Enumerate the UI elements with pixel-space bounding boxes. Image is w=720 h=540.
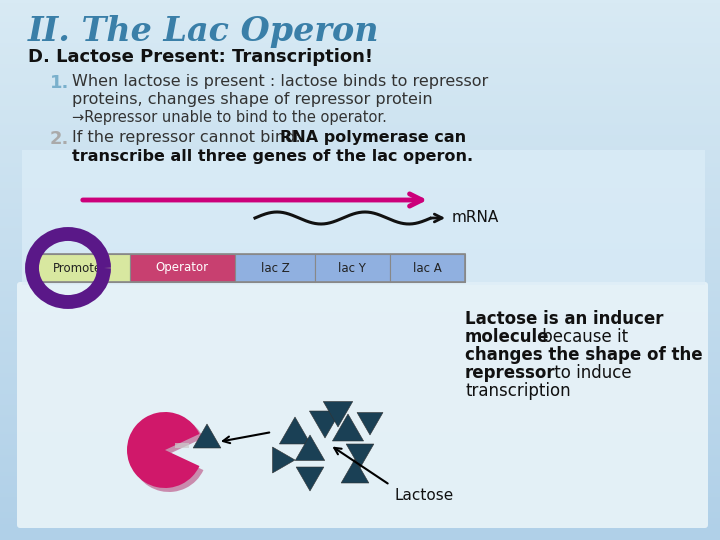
- Bar: [30, 254, 465, 282]
- Polygon shape: [341, 459, 369, 483]
- Text: D. Lactose Present: Transcription!: D. Lactose Present: Transcription!: [28, 48, 373, 66]
- Bar: [235, 254, 315, 282]
- Text: 1.: 1.: [50, 74, 69, 92]
- Bar: [175, 443, 189, 448]
- Text: lac Z: lac Z: [261, 261, 289, 274]
- Bar: [22, 150, 705, 285]
- Text: Lactose is an inducer: Lactose is an inducer: [465, 310, 664, 328]
- FancyBboxPatch shape: [17, 282, 708, 528]
- Polygon shape: [310, 411, 341, 438]
- Text: →Repressor unable to bind to the operator.: →Repressor unable to bind to the operato…: [72, 110, 387, 125]
- Text: If the repressor cannot bind:: If the repressor cannot bind:: [72, 130, 306, 145]
- Text: proteins, changes shape of repressor protein: proteins, changes shape of repressor pro…: [72, 92, 433, 107]
- Polygon shape: [357, 413, 383, 435]
- Text: mRNA: mRNA: [452, 211, 499, 226]
- Text: lac Y: lac Y: [338, 261, 366, 274]
- Text: RNA polymerase can: RNA polymerase can: [280, 130, 466, 145]
- Text: because it: because it: [537, 328, 628, 346]
- Text: 2.: 2.: [50, 130, 69, 148]
- Text: repressor: repressor: [465, 364, 556, 382]
- Bar: [30, 254, 130, 282]
- Bar: [130, 254, 235, 282]
- Bar: [390, 254, 465, 282]
- Bar: [315, 254, 390, 282]
- Polygon shape: [279, 417, 310, 444]
- Polygon shape: [193, 424, 221, 448]
- Text: Promoter: Promoter: [53, 261, 107, 274]
- Text: Lactose: Lactose: [395, 488, 454, 503]
- Text: transcribe all three genes of the lac operon.: transcribe all three genes of the lac op…: [72, 149, 473, 164]
- Polygon shape: [296, 467, 324, 491]
- Text: changes the shape of the: changes the shape of the: [465, 346, 703, 364]
- Wedge shape: [131, 416, 204, 492]
- Polygon shape: [323, 402, 353, 427]
- Text: II. The Lac Operon: II. The Lac Operon: [28, 15, 379, 48]
- Text: molecule: molecule: [465, 328, 549, 346]
- Text: lac A: lac A: [413, 261, 441, 274]
- Text: When lactose is present : lactose binds to repressor: When lactose is present : lactose binds …: [72, 74, 488, 89]
- Polygon shape: [272, 447, 295, 473]
- Text: transcription: transcription: [465, 382, 571, 400]
- Text: to induce: to induce: [549, 364, 631, 382]
- Text: Operator: Operator: [156, 261, 209, 274]
- Wedge shape: [127, 412, 199, 488]
- Polygon shape: [295, 435, 325, 461]
- Polygon shape: [333, 414, 364, 441]
- Polygon shape: [346, 444, 374, 468]
